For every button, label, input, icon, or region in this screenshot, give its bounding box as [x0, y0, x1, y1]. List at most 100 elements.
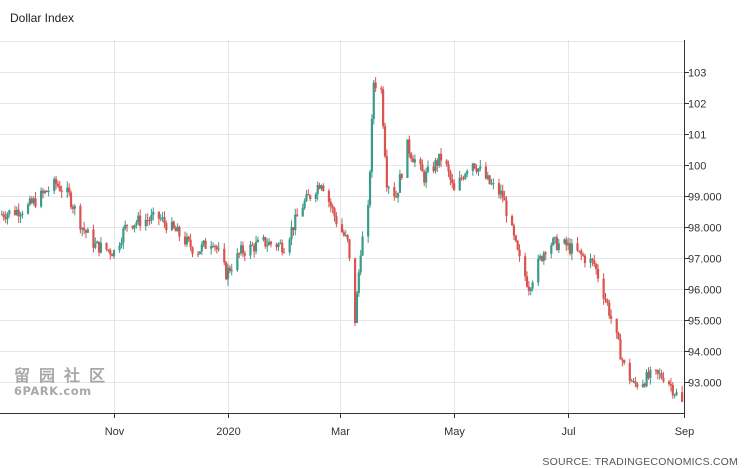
candle [165, 220, 168, 234]
candle [486, 171, 489, 181]
candle-body [623, 360, 626, 363]
candle [133, 224, 136, 233]
candle-body [630, 380, 633, 382]
candle [34, 192, 37, 209]
y-tick-label: 101 [688, 130, 706, 142]
candle-body [228, 267, 231, 272]
candle-body [385, 156, 388, 188]
candle [501, 184, 504, 203]
candle-body [615, 318, 618, 333]
candle [230, 263, 233, 276]
candle-body [282, 252, 286, 254]
candle-body [340, 224, 344, 233]
candle-body [133, 224, 136, 229]
candle-body [45, 190, 48, 193]
candle [84, 229, 88, 239]
candle-body [568, 243, 572, 254]
candle-body [124, 224, 127, 229]
candle [458, 170, 461, 192]
candle-body [226, 267, 230, 280]
candle [305, 190, 308, 202]
candle [497, 178, 501, 199]
candle-body [346, 234, 349, 240]
candle-body [97, 241, 101, 253]
candle [322, 183, 325, 192]
candle [353, 258, 357, 327]
candle-body [449, 171, 452, 180]
candle-body [447, 164, 450, 172]
candle-body [525, 276, 529, 287]
candle-body [411, 158, 415, 163]
candle [628, 358, 631, 385]
candle [269, 240, 273, 248]
candle [223, 243, 226, 266]
candle-body [256, 239, 260, 243]
candle-body [202, 240, 205, 245]
candle-body [99, 242, 103, 253]
candle-body [125, 224, 129, 226]
candle [578, 250, 581, 254]
candle-body [421, 164, 424, 172]
candle [105, 242, 108, 252]
candle [460, 174, 463, 181]
candle-body [342, 232, 345, 236]
candle-body [264, 237, 267, 247]
candle [632, 378, 635, 384]
candle-body [109, 250, 112, 255]
candle [426, 160, 430, 174]
axes: 103 102 101 100 99.000 98.000 97.000 96.000 95.0… [0, 40, 722, 438]
candle [178, 225, 181, 242]
candle-body [359, 255, 362, 273]
candle [669, 377, 673, 392]
candle-body [112, 250, 116, 257]
candle [540, 255, 544, 262]
candle [53, 176, 56, 195]
candle [277, 242, 280, 252]
candle [60, 185, 63, 198]
candle [296, 208, 299, 217]
candle-body [380, 88, 383, 90]
candle [226, 263, 230, 286]
candle-body [305, 194, 308, 201]
candle [398, 169, 402, 193]
candle [316, 181, 319, 201]
candle [135, 219, 138, 229]
candle-body [183, 236, 187, 245]
candle [368, 169, 372, 208]
candle-body [279, 242, 282, 244]
candle [380, 85, 383, 94]
candle [608, 299, 611, 319]
candle [148, 216, 151, 226]
candle-body [662, 377, 665, 382]
candle-body [413, 159, 416, 163]
candle-body [187, 236, 190, 240]
candle [667, 380, 671, 387]
candle [82, 221, 86, 235]
candle [241, 241, 245, 258]
candle [200, 241, 203, 256]
x-tick-label: May [444, 426, 465, 438]
candle-body [387, 187, 390, 189]
candle [122, 226, 125, 250]
y-tick-label: 97.000 [688, 254, 722, 266]
candle [662, 371, 665, 383]
candle [490, 178, 493, 186]
candle [383, 122, 387, 158]
candle-body [292, 227, 295, 231]
candle [196, 251, 200, 258]
candle [615, 318, 618, 339]
candle-body [464, 173, 467, 179]
candle [290, 220, 293, 246]
candle-body [570, 243, 573, 254]
candle [471, 162, 474, 176]
candle [406, 139, 409, 179]
candle [238, 252, 241, 259]
candle-body [553, 237, 557, 239]
candle-body [510, 216, 514, 226]
candle [94, 237, 97, 250]
candle [159, 214, 162, 222]
candle-body [649, 369, 652, 378]
candle-body [361, 236, 364, 256]
candle [268, 238, 271, 246]
candle [13, 205, 17, 216]
